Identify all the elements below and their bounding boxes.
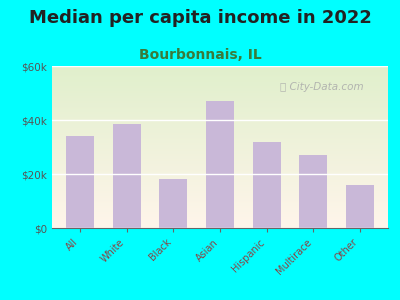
Text: Median per capita income in 2022: Median per capita income in 2022 [28, 9, 372, 27]
Text: ⓘ City-Data.com: ⓘ City-Data.com [280, 82, 364, 92]
Bar [113, 124, 141, 228]
Bar [346, 185, 374, 228]
Bar [66, 136, 94, 228]
Bar [299, 155, 327, 228]
Bar [206, 101, 234, 228]
Text: Bourbonnais, IL: Bourbonnais, IL [139, 48, 261, 62]
Bar [159, 179, 187, 228]
Bar [253, 142, 281, 228]
